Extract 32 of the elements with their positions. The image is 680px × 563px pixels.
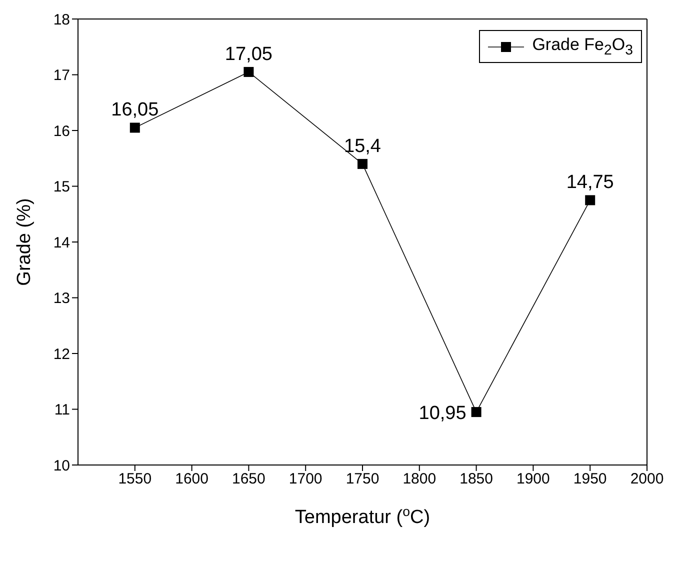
- y-tick-label: 14: [53, 234, 70, 252]
- x-tick-label: 1650: [232, 470, 266, 488]
- point: [585, 195, 596, 206]
- x-tick-label: 1550: [118, 470, 152, 488]
- x-tick-label: 1850: [460, 470, 493, 488]
- y-axis-title: Grade (%): [14, 198, 35, 286]
- x-tick-label: 1600: [175, 470, 208, 488]
- data-label: 15,4: [344, 136, 382, 157]
- x-tick-label: 1800: [402, 470, 436, 488]
- y-tick-label: 12: [53, 346, 70, 363]
- y-tick-label: 17: [53, 67, 70, 84]
- y-tick-label: 16: [53, 122, 70, 140]
- data-label: 14,75: [566, 172, 614, 194]
- x-tick-label: 1900: [516, 470, 550, 488]
- y-tick-label: 11: [54, 402, 70, 419]
- y-tick-label: 13: [53, 290, 70, 308]
- point: [130, 122, 140, 133]
- x-axis-title: Temperatur ($^{o}$C): [294, 504, 430, 528]
- point: [471, 407, 482, 418]
- data-label: 17,05: [224, 44, 272, 65]
- y-tick-label: 10: [53, 457, 70, 474]
- data-label: 10,95: [418, 403, 466, 424]
- y-tick-label: 18: [53, 11, 70, 28]
- x-tick-label: 1950: [573, 470, 607, 488]
- x-tick-label: 1700: [288, 470, 322, 488]
- legend-label: Grade Fe$_{2}$O$_{3}$: [532, 35, 633, 58]
- y-tick-label: 15: [53, 178, 70, 196]
- point: [358, 158, 368, 169]
- x-tick-label: 1750: [346, 470, 380, 488]
- data-label: 16,05: [111, 100, 159, 121]
- x-tick-label: 2000: [630, 470, 664, 488]
- point: [244, 66, 254, 77]
